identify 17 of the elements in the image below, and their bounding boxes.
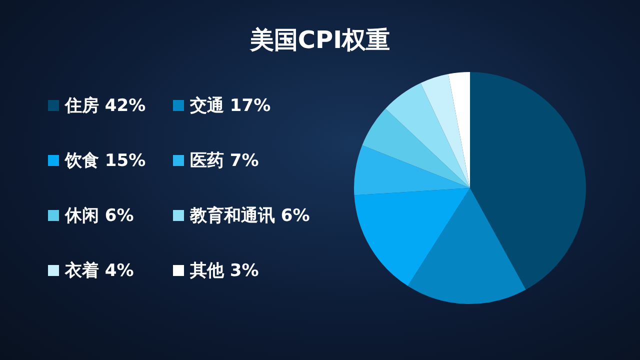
legend-label: 住房 (65, 96, 99, 116)
data-label: 15% (104, 150, 146, 170)
data-label: 17% (230, 96, 271, 116)
chart-title: 美国CPI权重 (248, 25, 392, 56)
legend-label: 教育和通讯 (190, 206, 275, 226)
legend-label: 其他 (190, 260, 224, 280)
data-label: 42% (104, 96, 146, 116)
data-label: 7% (230, 150, 259, 170)
legend-label: 休闲 (65, 206, 99, 226)
data-label: 6% (280, 206, 310, 226)
legend-label: 医药 (190, 150, 224, 170)
legend-label: 饮食 (65, 150, 99, 170)
legend-label: 交通 (190, 96, 224, 116)
data-label: 6% (104, 206, 134, 226)
legend-label: 衣着 (65, 260, 99, 280)
data-label: 3% (230, 260, 259, 280)
data-label: 4% (104, 260, 134, 280)
